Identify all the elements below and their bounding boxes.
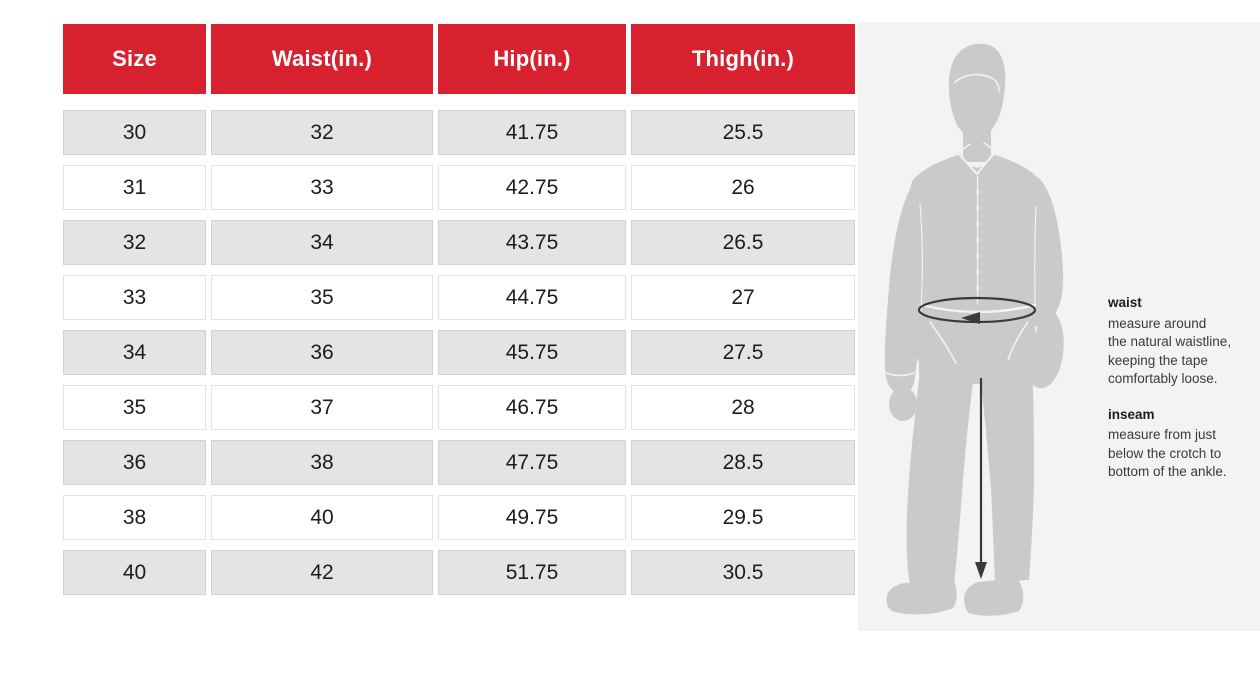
table-row: 33 35 44.75 27	[63, 275, 855, 320]
table-row: 38 40 49.75 29.5	[63, 495, 855, 540]
head-shape	[948, 43, 1006, 138]
left-shoe-shape	[886, 579, 957, 615]
cuff-line	[885, 372, 915, 377]
waist-instruction-line: keeping the tape	[1108, 352, 1208, 368]
cell-hip: 42.75	[438, 165, 626, 210]
cell-thigh: 26	[631, 165, 855, 210]
cell-thigh: 27	[631, 275, 855, 320]
cell-hip: 51.75	[438, 550, 626, 595]
cell-waist: 32	[211, 110, 433, 155]
waist-title: waist	[1108, 295, 1142, 310]
pants-pocket-right-line	[1007, 321, 1029, 361]
belt-line	[920, 303, 1037, 314]
table-row: 40 42 51.75 30.5	[63, 550, 855, 595]
table-row: 34 36 45.75 27.5	[63, 330, 855, 375]
cell-thigh: 27.5	[631, 330, 855, 375]
cell-hip: 44.75	[438, 275, 626, 320]
left-leg-shape	[906, 362, 974, 584]
cell-thigh: 28	[631, 385, 855, 430]
inseam-instruction-line: bottom of the ankle.	[1108, 464, 1227, 479]
cell-thigh: 29.5	[631, 495, 855, 540]
col-header-hip: Hip(in.)	[438, 24, 626, 94]
left-arm-shape	[884, 176, 925, 394]
table-row: 30 32 41.75 25.5	[63, 110, 855, 155]
cell-thigh: 25.5	[631, 110, 855, 155]
cell-size: 32	[63, 220, 206, 265]
collar-line	[957, 150, 997, 176]
cell-size: 36	[63, 440, 206, 485]
cell-thigh: 30.5	[631, 550, 855, 595]
measurement-guide-panel: waist measure around the natural waistli…	[858, 22, 1260, 631]
right-leg-shape	[980, 370, 1034, 582]
cell-size: 40	[63, 550, 206, 595]
pants-pocket-left-line	[929, 321, 957, 364]
cell-size: 31	[63, 165, 206, 210]
hair-fringe-line	[954, 73, 1000, 92]
cell-waist: 40	[211, 495, 433, 540]
table-row: 35 37 46.75 28	[63, 385, 855, 430]
cell-waist: 35	[211, 275, 433, 320]
cell-hip: 49.75	[438, 495, 626, 540]
cell-size: 35	[63, 385, 206, 430]
inseam-title: inseam	[1108, 406, 1155, 422]
cell-size: 34	[63, 330, 206, 375]
col-header-thigh: Thigh(in.)	[631, 24, 855, 94]
table-body: 30 32 41.75 25.5 31 33 42.75 26 32 34 43…	[63, 110, 855, 595]
inseam-instruction-line: below the crotch to	[1108, 445, 1222, 461]
cell-thigh: 26.5	[631, 220, 855, 265]
cell-size: 33	[63, 275, 206, 320]
cell-hip: 43.75	[438, 220, 626, 265]
cell-thigh: 28.5	[631, 440, 855, 485]
cell-hip: 47.75	[438, 440, 626, 485]
cell-waist: 34	[211, 220, 433, 265]
col-header-size: Size	[63, 24, 206, 94]
inseam-instruction-line: measure from just	[1108, 427, 1217, 442]
table-row: 31 33 42.75 26	[63, 165, 855, 210]
cell-hip: 41.75	[438, 110, 626, 155]
table-header-row: Size Waist(in.) Hip(in.) Thigh(in.)	[63, 24, 855, 94]
cell-waist: 37	[211, 385, 433, 430]
table-row: 32 34 43.75 26.5	[63, 220, 855, 265]
body-silhouette-image	[884, 43, 1064, 616]
table-row: 36 38 47.75 28.5	[63, 440, 855, 485]
measurement-instructions: waist measure around the natural waistli…	[1108, 294, 1256, 482]
cell-waist: 42	[211, 550, 433, 595]
right-shoe-shape	[964, 578, 1024, 616]
cell-size: 38	[63, 495, 206, 540]
cell-size: 30	[63, 110, 206, 155]
waist-instruction-line: the natural waistline,	[1108, 334, 1232, 349]
col-header-waist: Waist(in.)	[211, 24, 433, 94]
cell-hip: 45.75	[438, 330, 626, 375]
right-hand-shape	[1029, 312, 1064, 389]
waist-measure-arrow	[917, 296, 1037, 324]
cell-waist: 38	[211, 440, 433, 485]
cell-hip: 46.75	[438, 385, 626, 430]
cell-waist: 36	[211, 330, 433, 375]
left-hand-shape	[889, 387, 917, 421]
waist-instruction-line: measure around	[1108, 315, 1207, 331]
cell-waist: 33	[211, 165, 433, 210]
waist-instruction-line: comfortably loose.	[1108, 371, 1218, 386]
inseam-measure-arrow	[975, 378, 987, 579]
sleeve-seam-left-line	[919, 203, 923, 313]
sleeve-seam-right-line	[1034, 205, 1037, 311]
size-chart-table: Size Waist(in.) Hip(in.) Thigh(in.) 30 3…	[63, 24, 855, 605]
